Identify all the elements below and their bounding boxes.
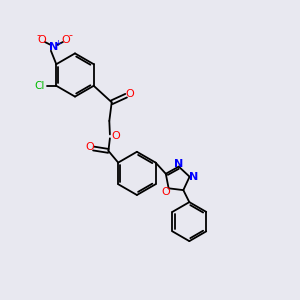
Text: O: O xyxy=(111,131,120,141)
Text: N: N xyxy=(189,172,198,182)
Text: N: N xyxy=(174,159,183,169)
Text: O: O xyxy=(61,35,70,45)
Text: -: - xyxy=(69,30,73,40)
Text: -: - xyxy=(36,30,40,40)
Text: O: O xyxy=(125,89,134,99)
Text: N: N xyxy=(49,42,58,52)
Text: O: O xyxy=(85,142,94,152)
Text: O: O xyxy=(162,187,171,197)
Text: Cl: Cl xyxy=(34,81,44,91)
Text: O: O xyxy=(38,35,46,45)
Text: +: + xyxy=(54,39,61,48)
